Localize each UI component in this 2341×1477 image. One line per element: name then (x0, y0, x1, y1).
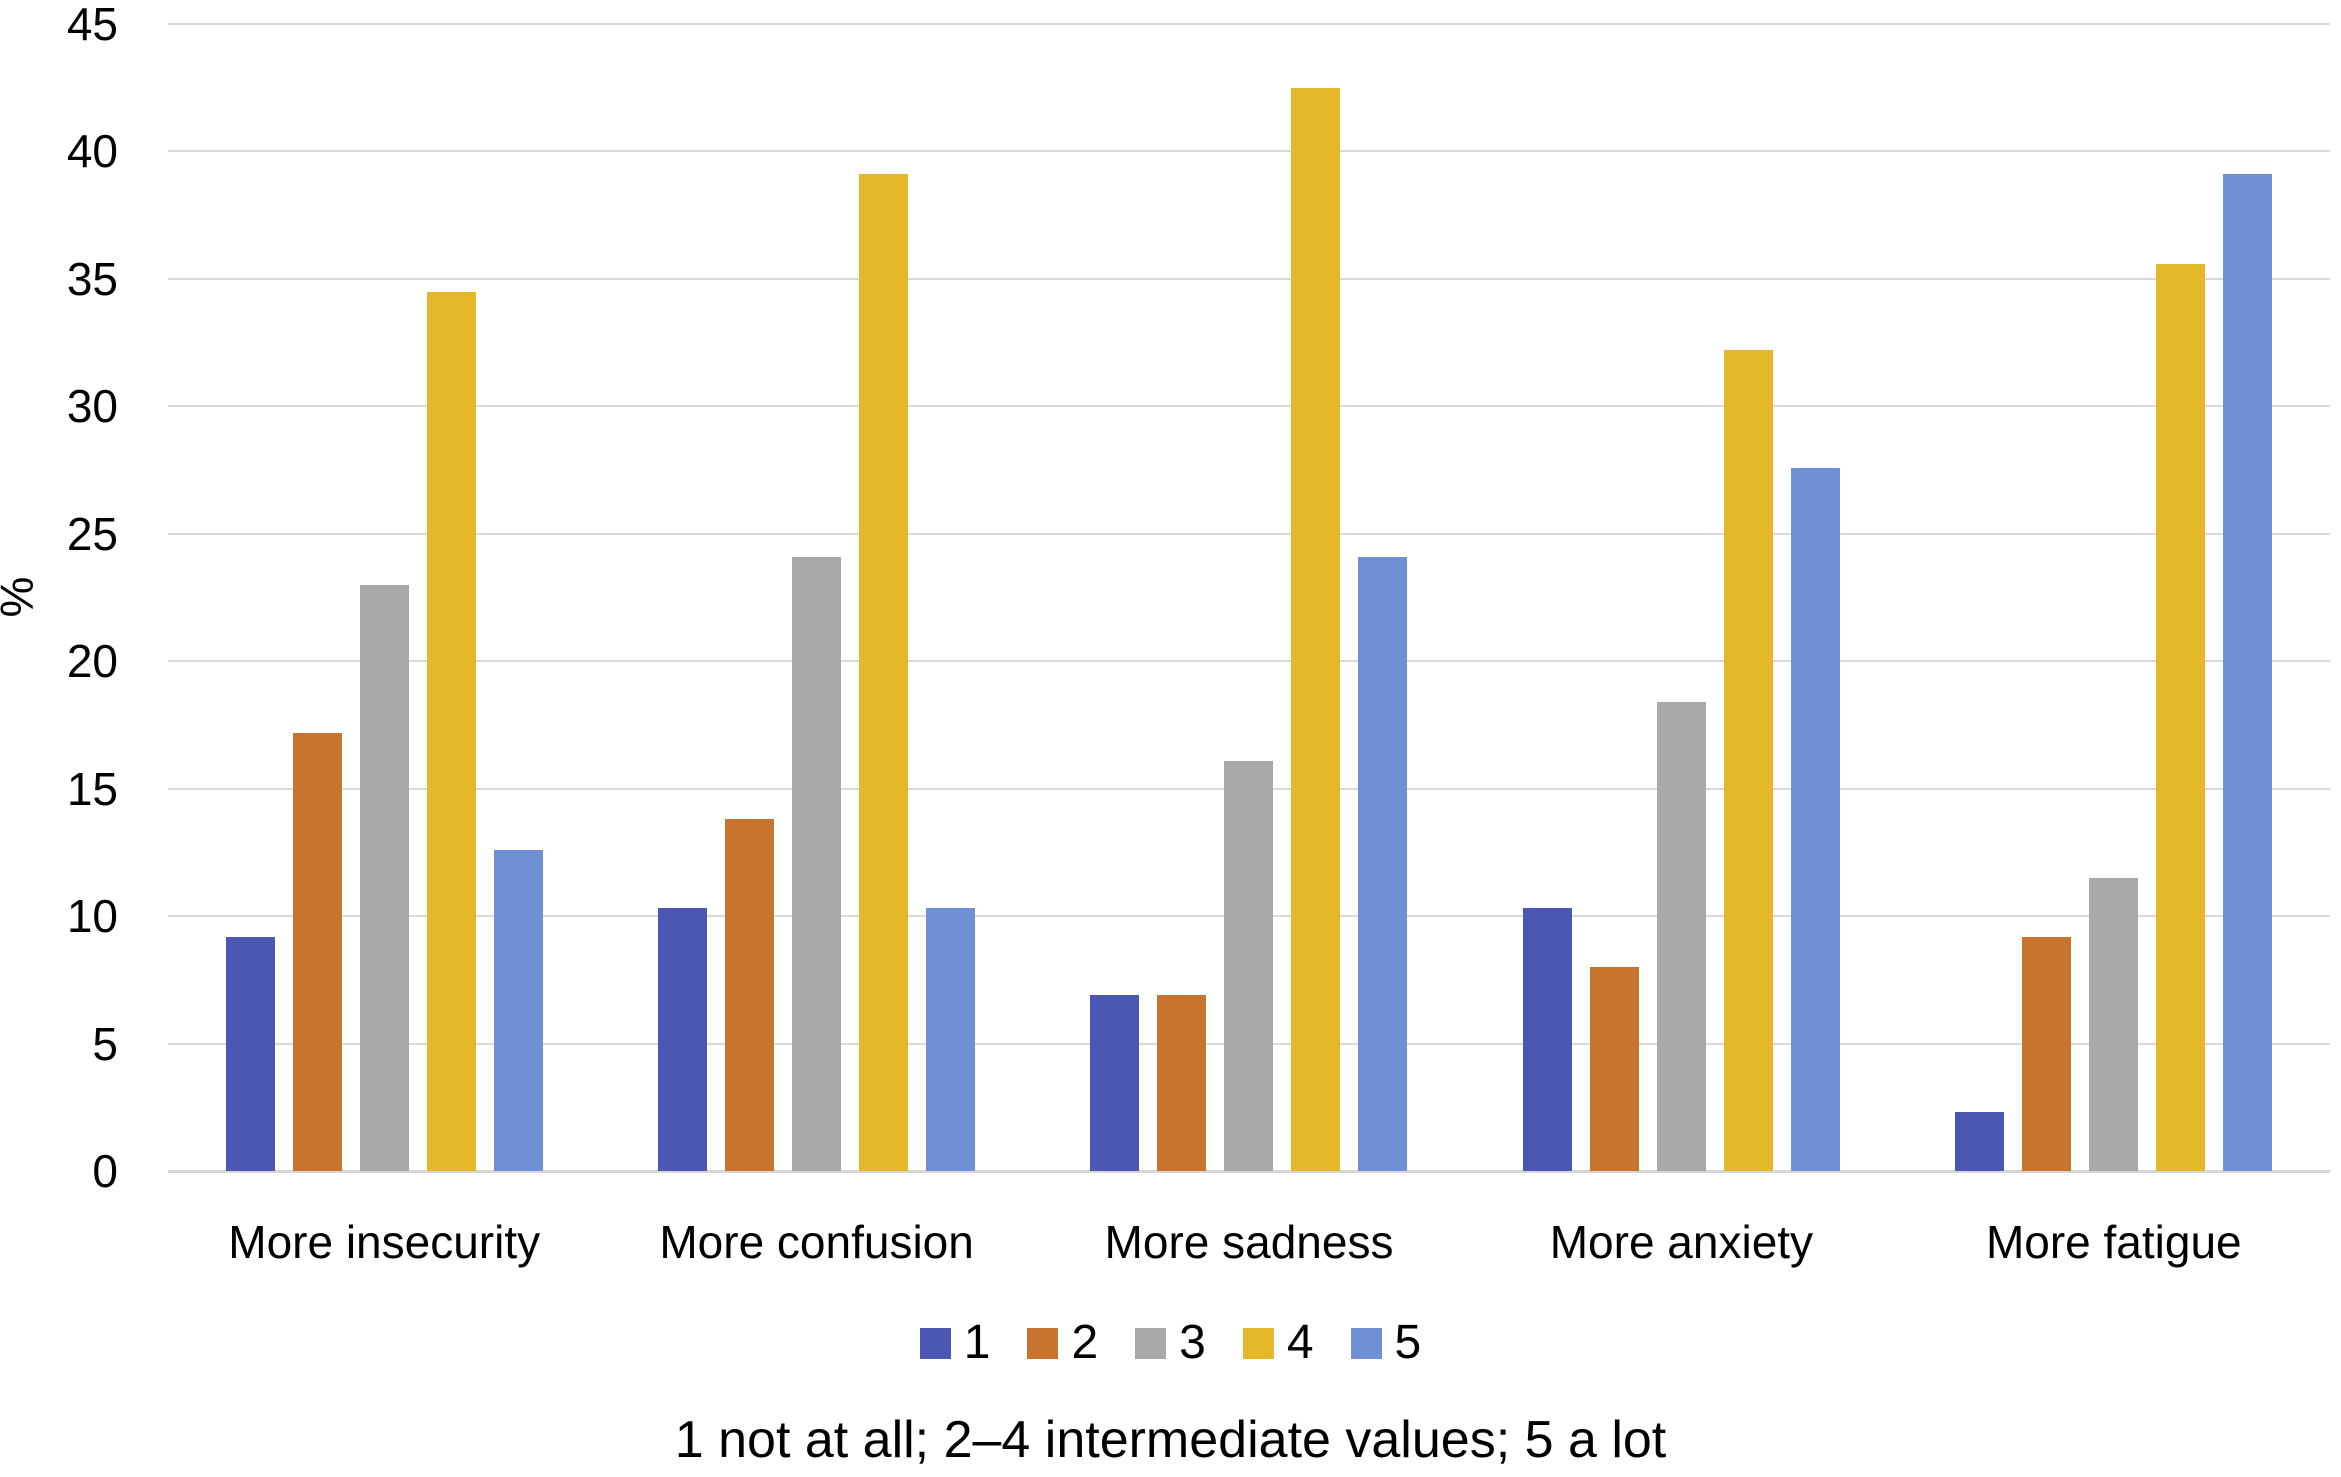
bar-more-confusion-series-5 (926, 908, 976, 1171)
plot-area (168, 23, 2330, 1173)
legend-label: 4 (1286, 1316, 1314, 1369)
x-axis-category-labels: More insecurity More confusion More sadnes… (168, 1216, 2330, 1276)
bar-more-anxiety-series-5 (1790, 467, 1840, 1171)
legend-item-3: 3 (1135, 1319, 1206, 1367)
chart-caption: 1 not at all; 2–4 intermediate values; 5… (674, 1411, 1667, 1469)
bar-more-insecurity-series-3 (359, 584, 409, 1171)
bar-more-anxiety-series-2 (1589, 967, 1639, 1171)
category-label-more-anxiety: More anxiety (1549, 1216, 1814, 1268)
legend-item-2: 2 (1027, 1319, 1098, 1367)
legend-swatch-icon (919, 1327, 951, 1359)
category-label-more-sadness: More sadness (1104, 1216, 1394, 1268)
legend-item-5: 5 (1350, 1316, 1422, 1369)
y-tick-label-5: 5 (92, 1017, 118, 1070)
category-label-more-insecurity: More insecurity (228, 1216, 541, 1268)
bar-more-anxiety-series-4 (1723, 350, 1773, 1171)
bar-more-sadness-series-4 (1291, 87, 1341, 1171)
bar-more-fatigue-series-4 (2156, 263, 2206, 1171)
legend-label: 5 (1394, 1316, 1422, 1369)
bar-more-sadness-series-2 (1157, 995, 1207, 1171)
bar-more-sadness-series-1 (1090, 995, 1140, 1171)
bar-more-anxiety-series-3 (1656, 702, 1706, 1171)
bar-more-fatigue-series-5 (2223, 174, 2273, 1171)
y-tick-label-35: 35 (66, 252, 118, 305)
bar-more-fatigue-series-2 (2022, 936, 2072, 1171)
y-tick-label-20: 20 (66, 635, 118, 688)
bar-more-insecurity-series-5 (493, 849, 543, 1171)
legend-swatch-icon (1350, 1327, 1382, 1359)
legend-item-1: 1 (919, 1316, 991, 1369)
bar-group-more-fatigue (1898, 24, 2330, 1171)
bar-more-confusion-series-3 (792, 556, 842, 1171)
y-tick-label-30: 30 (66, 380, 118, 433)
y-tick-label-25: 25 (66, 507, 118, 560)
legend-swatch-icon (1027, 1327, 1059, 1359)
bar-more-insecurity-series-1 (225, 936, 275, 1171)
bar-more-sadness-series-3 (1224, 760, 1274, 1171)
y-axis-title: % (0, 577, 42, 618)
legend-swatch-icon (1242, 1327, 1274, 1359)
legend-swatch-icon (1135, 1327, 1167, 1359)
bar-more-confusion-series-1 (658, 908, 708, 1171)
y-tick-label-15: 15 (66, 762, 118, 815)
bar-group-more-insecurity (168, 24, 600, 1171)
category-label-more-confusion: More confusion (659, 1216, 974, 1268)
bar-more-insecurity-series-2 (292, 732, 342, 1171)
legend-label: 1 (963, 1316, 991, 1369)
y-tick-label-0: 0 (92, 1145, 118, 1197)
bar-more-confusion-series-2 (725, 819, 775, 1171)
legend-item-4: 4 (1242, 1316, 1314, 1369)
chart-legend: 1 2 3 4 5 (0, 1319, 2341, 1367)
bar-more-confusion-series-4 (859, 174, 909, 1171)
bar-more-anxiety-series-1 (1522, 908, 1572, 1171)
bar-more-insecurity-series-4 (426, 291, 476, 1171)
legend-label: 3 (1179, 1316, 1206, 1369)
y-tick-label-45: 45 (66, 0, 118, 50)
x-axis-line (168, 1170, 2330, 1173)
y-tick-label-10: 10 (66, 890, 118, 943)
legend-label: 2 (1071, 1316, 1099, 1369)
bar-more-fatigue-series-3 (2089, 877, 2139, 1171)
bar-group-more-anxiety (1465, 24, 1897, 1171)
bar-more-fatigue-series-1 (1955, 1112, 2005, 1171)
bar-group-more-sadness (1033, 24, 1465, 1171)
bar-more-sadness-series-5 (1358, 556, 1408, 1171)
bar-group-more-confusion (600, 24, 1032, 1171)
y-tick-label-40: 40 (66, 125, 118, 178)
category-label-more-fatigue: More fatigue (1985, 1216, 2242, 1268)
